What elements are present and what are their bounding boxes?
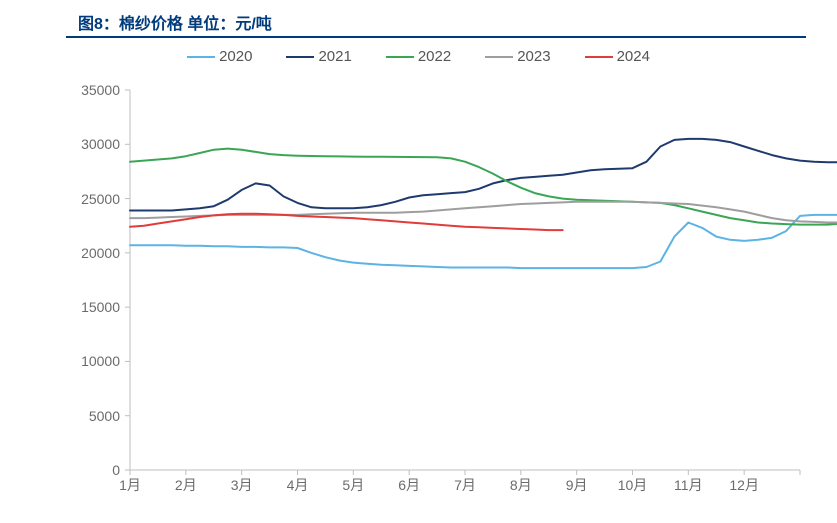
legend-label: 2022 xyxy=(418,48,451,65)
x-tick-label: 9月 xyxy=(566,475,588,495)
y-tick-label: 10000 xyxy=(81,353,120,369)
y-tick-label: 20000 xyxy=(81,245,120,261)
legend-swatch xyxy=(386,56,414,58)
x-tick-label: 6月 xyxy=(398,475,420,495)
legend-swatch xyxy=(485,56,513,58)
chart-title: 图8：棉纱价格 单位：元/吨 xyxy=(78,10,272,34)
legend-item-2024: 2024 xyxy=(585,48,650,65)
x-tick-label: 8月 xyxy=(510,475,532,495)
legend-item-2020: 2020 xyxy=(187,48,252,65)
series-2023 xyxy=(130,202,837,223)
chart-svg xyxy=(130,90,800,470)
legend: 2020 2021 2022 2023 2024 xyxy=(0,48,837,65)
y-tick-label: 30000 xyxy=(81,136,120,152)
y-tick-label: 25000 xyxy=(81,191,120,207)
legend-item-2021: 2021 xyxy=(286,48,351,65)
series-2020 xyxy=(130,215,837,268)
title-underline xyxy=(66,36,806,38)
chart-figure: 图8：棉纱价格 单位：元/吨 2020 2021 2022 2023 2024 0500… xyxy=(0,0,837,523)
legend-label: 2021 xyxy=(318,48,351,65)
x-tick-label: 5月 xyxy=(342,475,364,495)
legend-swatch xyxy=(585,56,613,58)
y-tick-label: 15000 xyxy=(81,299,120,315)
x-tick-label: 10月 xyxy=(618,475,648,495)
legend-swatch xyxy=(286,56,314,58)
plot-area: 050001000015000200002500030000350001月2月3… xyxy=(130,90,800,470)
x-tick-label: 12月 xyxy=(729,475,759,495)
y-tick-label: 5000 xyxy=(89,408,120,424)
legend-label: 2023 xyxy=(517,48,550,65)
legend-swatch xyxy=(187,56,215,58)
x-tick-label: 4月 xyxy=(287,475,309,495)
legend-label: 2024 xyxy=(617,48,650,65)
x-tick-label: 11月 xyxy=(674,475,703,495)
legend-item-2023: 2023 xyxy=(485,48,550,65)
x-tick-label: 1月 xyxy=(119,475,141,495)
legend-label: 2020 xyxy=(219,48,252,65)
x-tick-label: 3月 xyxy=(231,475,253,495)
y-tick-label: 35000 xyxy=(81,82,120,98)
legend-item-2022: 2022 xyxy=(386,48,451,65)
x-tick-label: 2月 xyxy=(175,475,197,495)
x-tick-label: 7月 xyxy=(454,475,476,495)
